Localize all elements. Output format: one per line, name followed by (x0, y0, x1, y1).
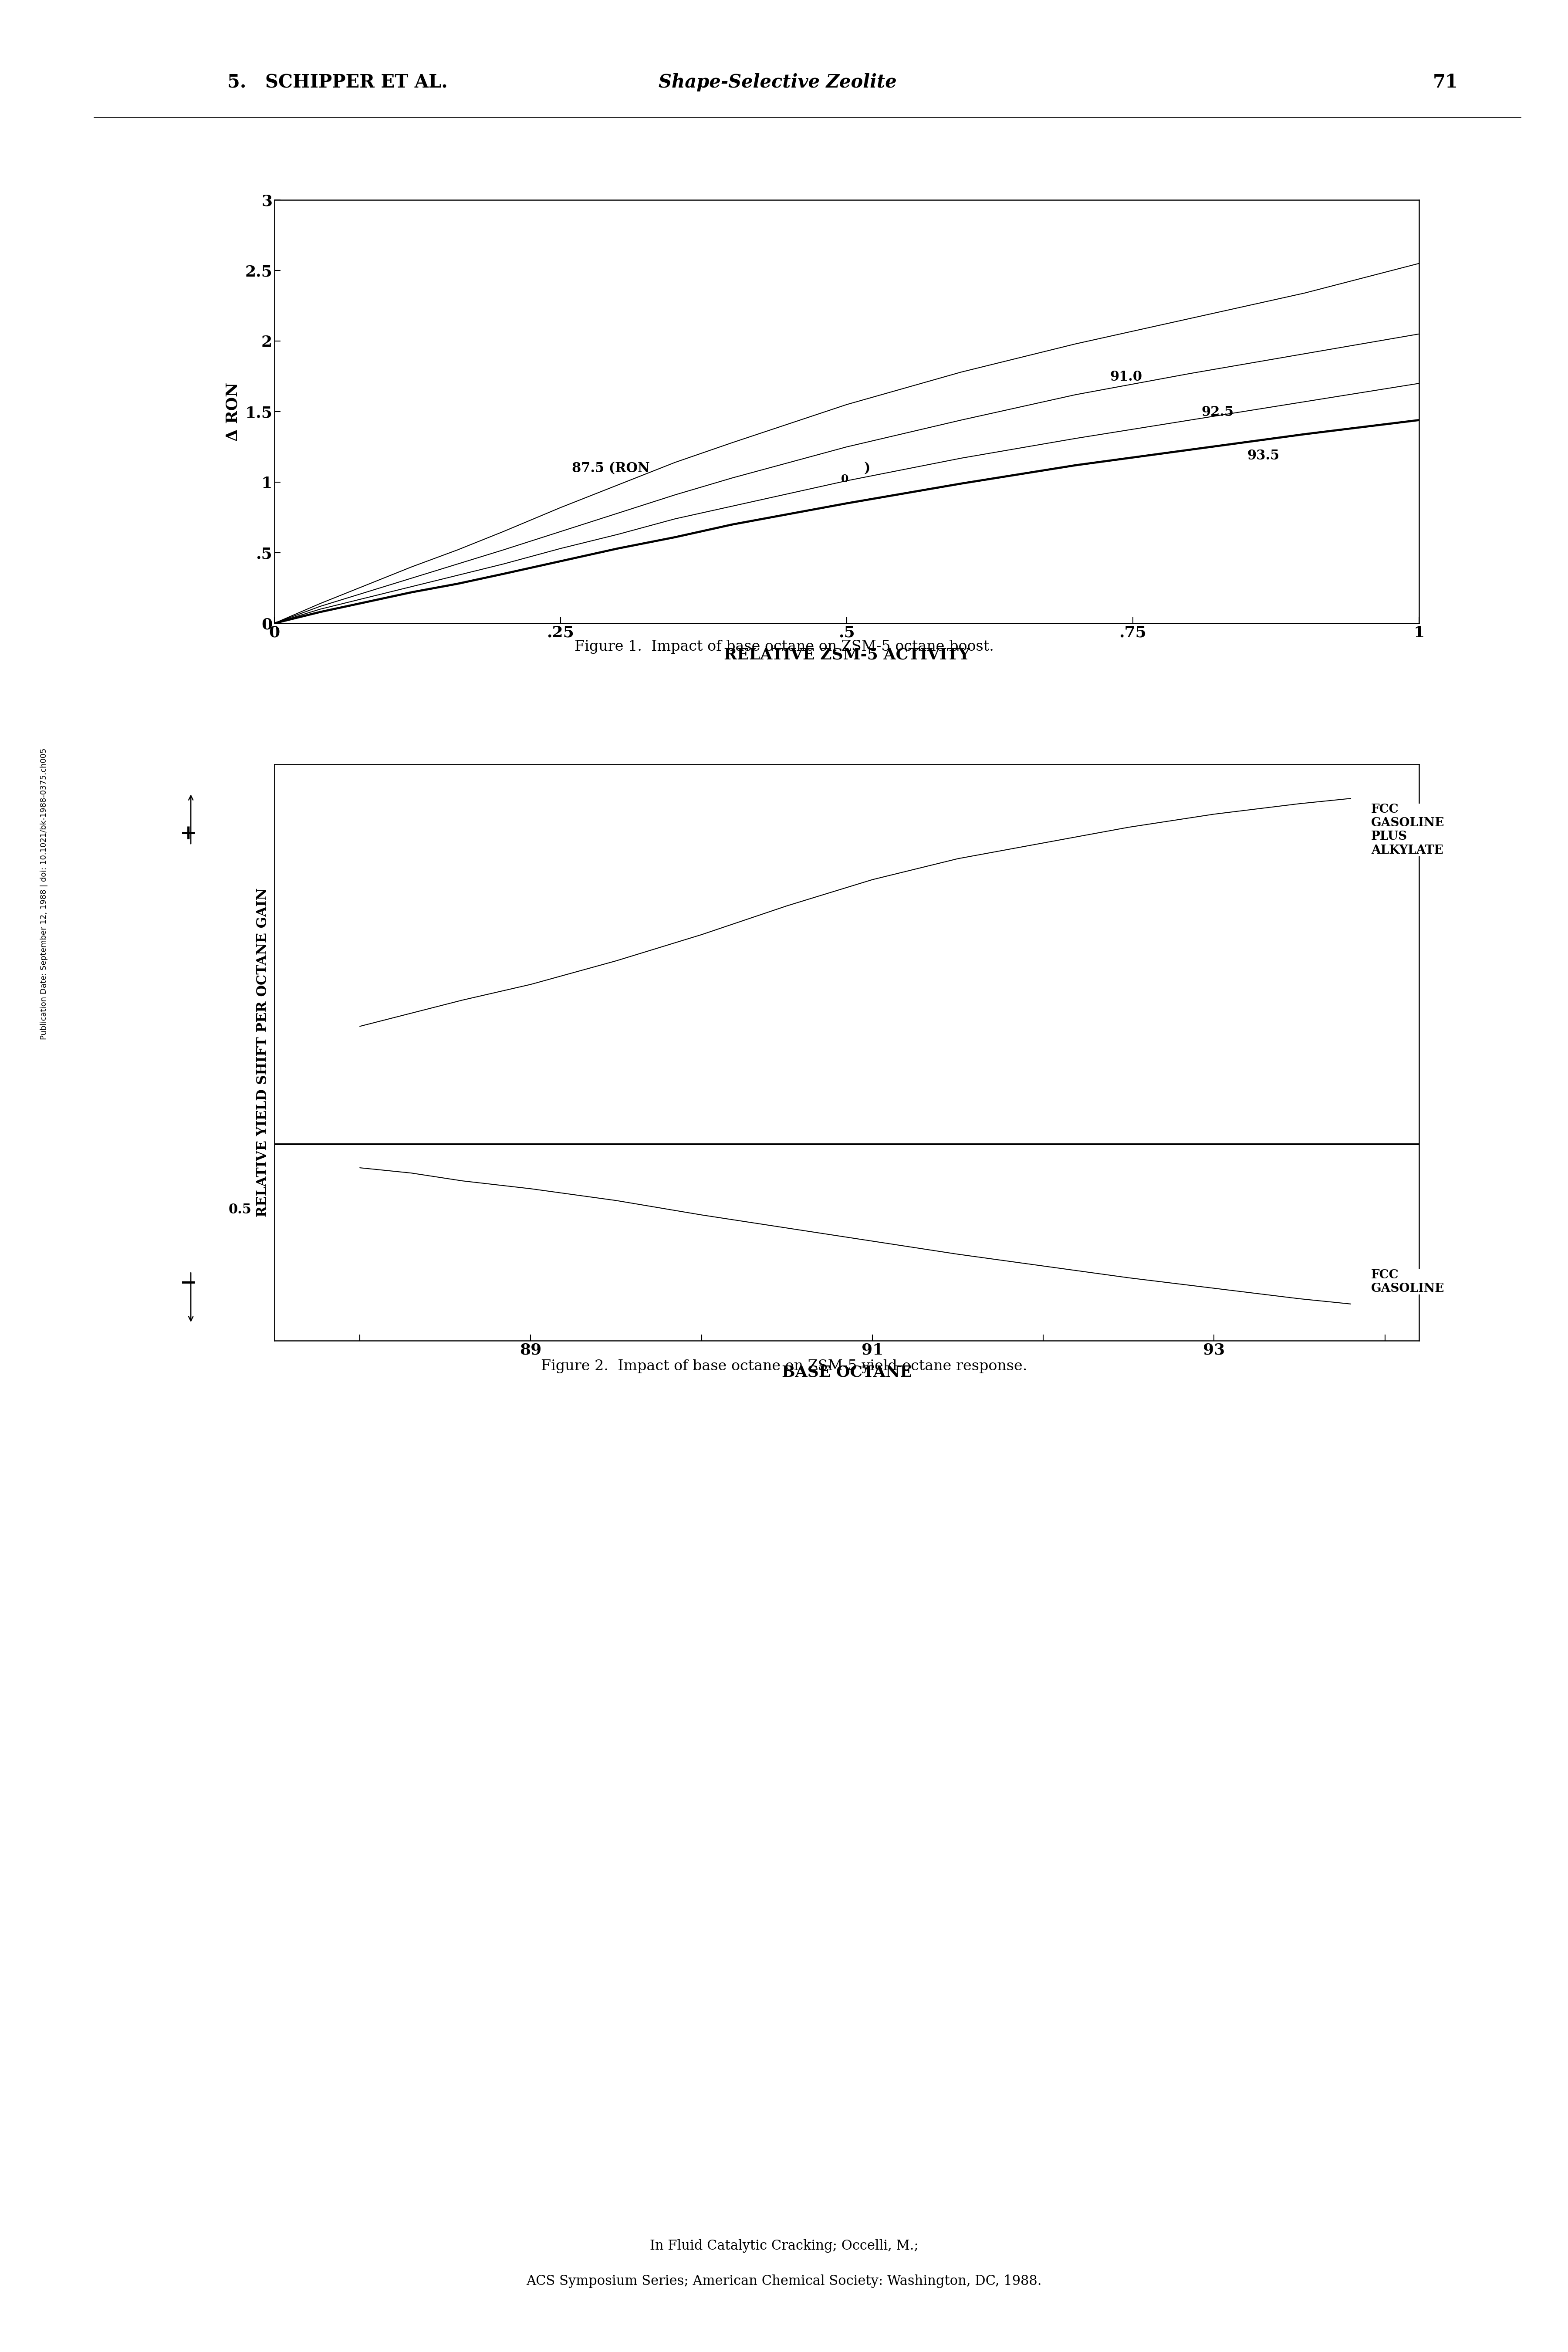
Text: 5.   SCHIPPER ET AL.: 5. SCHIPPER ET AL. (227, 73, 447, 92)
Text: −: − (180, 1272, 198, 1294)
Text: In Fluid Catalytic Cracking; Occelli, M.;: In Fluid Catalytic Cracking; Occelli, M.… (649, 2239, 919, 2253)
X-axis label: RELATIVE ZSM-5 ACTIVITY: RELATIVE ZSM-5 ACTIVITY (724, 647, 969, 663)
Text: 71: 71 (1433, 73, 1458, 92)
Text: +: + (180, 823, 198, 844)
Text: ): ) (864, 461, 870, 475)
Text: Figure 1.  Impact of base octane on ZSM-5 octane boost.: Figure 1. Impact of base octane on ZSM-5… (574, 640, 994, 654)
Text: Shape-Selective Zeolite: Shape-Selective Zeolite (659, 73, 897, 92)
Y-axis label: Δ RON: Δ RON (226, 381, 240, 442)
Text: 0: 0 (840, 473, 848, 485)
Text: 93.5: 93.5 (1247, 449, 1279, 463)
Text: FCC
GASOLINE
PLUS
ALKYLATE: FCC GASOLINE PLUS ALKYLATE (1370, 804, 1444, 856)
Text: FCC
GASOLINE: FCC GASOLINE (1370, 1270, 1444, 1294)
Text: Publication Date: September 12, 1988 | doi: 10.1021/bk-1988-0375.ch005: Publication Date: September 12, 1988 | d… (39, 748, 49, 1040)
Text: 91.0: 91.0 (1110, 369, 1142, 383)
Text: ACS Symposium Series; American Chemical Society: Washington, DC, 1988.: ACS Symposium Series; American Chemical … (527, 2274, 1041, 2288)
Text: 0.5: 0.5 (229, 1202, 251, 1216)
Y-axis label: RELATIVE YIELD SHIFT PER OCTANE GAIN: RELATIVE YIELD SHIFT PER OCTANE GAIN (256, 889, 270, 1216)
X-axis label: BASE OCTANE: BASE OCTANE (781, 1364, 913, 1381)
Text: Figure 2.  Impact of base octane on ZSM-5 yield-octane response.: Figure 2. Impact of base octane on ZSM-5… (541, 1359, 1027, 1374)
Text: 92.5: 92.5 (1201, 405, 1234, 419)
Text: 87.5 (RON: 87.5 (RON (572, 461, 649, 475)
